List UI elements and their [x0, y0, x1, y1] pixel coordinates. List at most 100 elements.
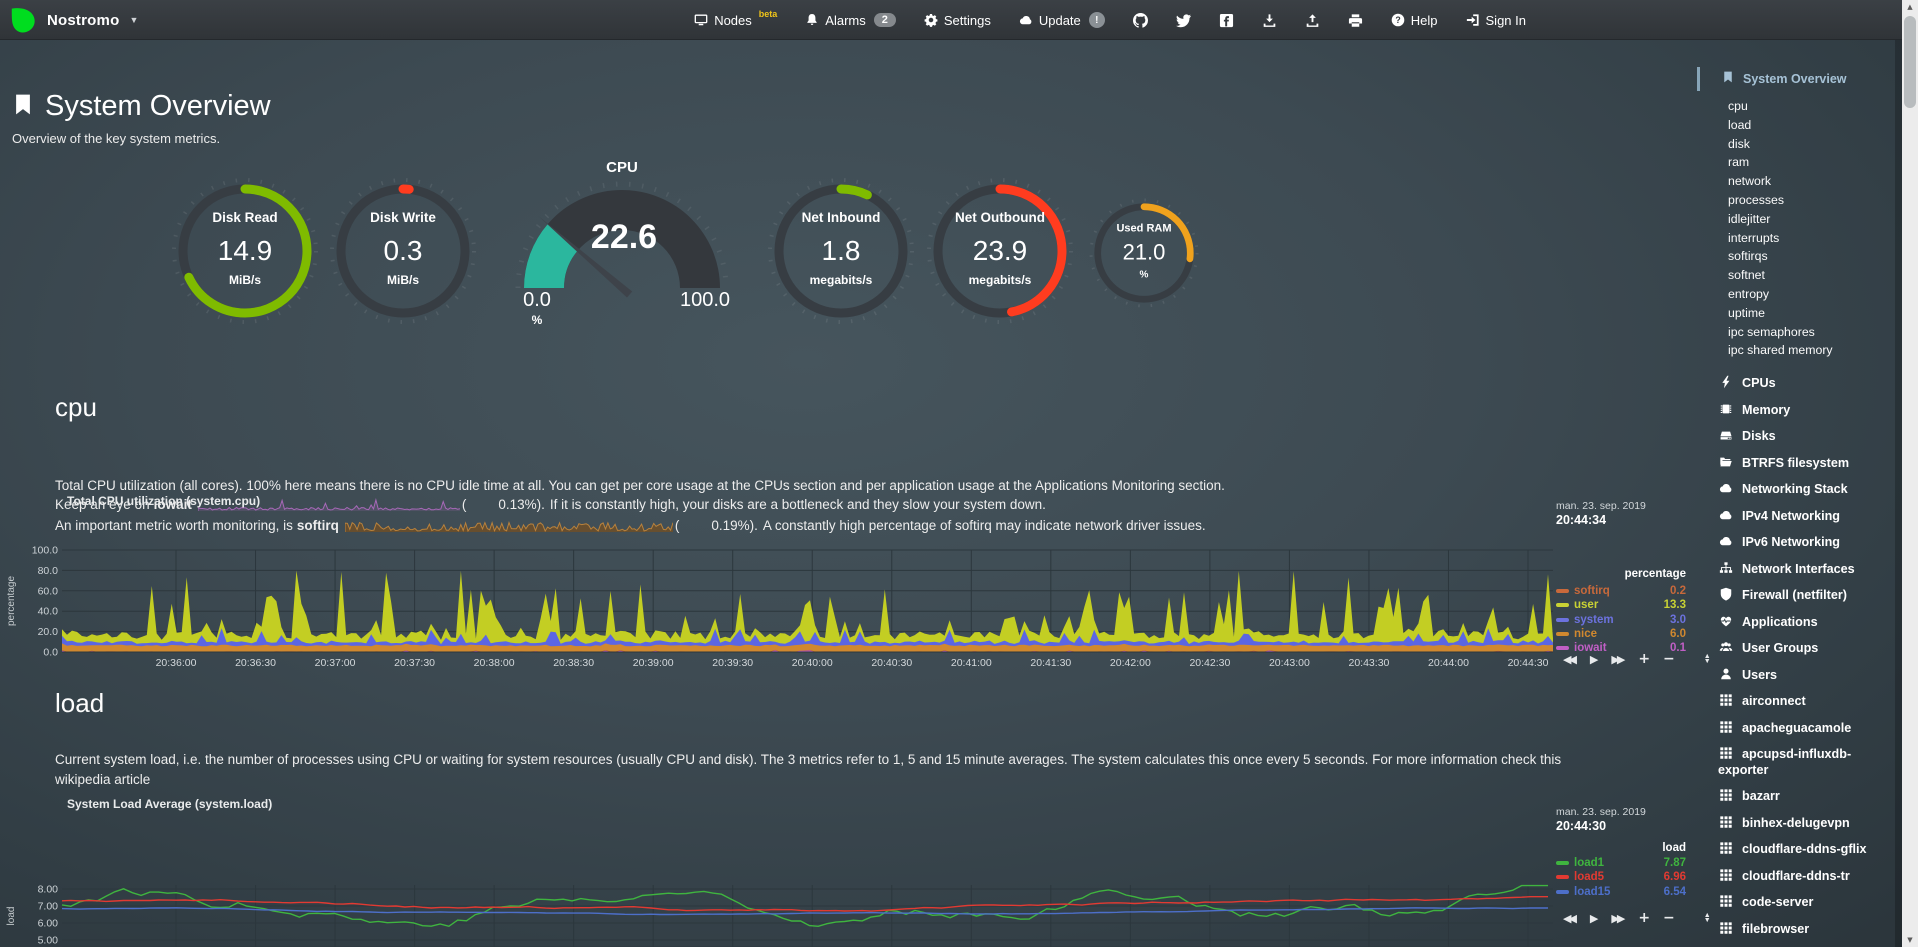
sidebar-subitem-ram[interactable]: ram [1728, 155, 1750, 170]
legend-item-load5[interactable]: load5 6.96 [1556, 870, 1686, 884]
sidebar-item-networking-stack[interactable]: Networking Stack [1690, 476, 1902, 503]
sidebar-item-bazarr[interactable]: bazarr [1690, 783, 1902, 810]
gauge-cpu[interactable]: CPU 22.6 0.0 100.0% [507, 152, 737, 338]
nav-item-download[interactable] [1262, 13, 1277, 28]
zoom-in-icon[interactable]: + [1638, 651, 1651, 667]
nav-item-print[interactable] [1348, 13, 1363, 28]
scroll-down-icon[interactable]: ▼ [1907, 936, 1913, 944]
legend-item-load15[interactable]: load15 6.54 [1556, 885, 1686, 899]
legend-item-iowait[interactable]: iowait 0.1 [1556, 641, 1686, 655]
bell-icon [805, 13, 819, 27]
heartbeat-icon [1718, 614, 1733, 628]
sidebar-subitem-cpu[interactable]: cpu [1728, 99, 1748, 113]
iowait-sparkline[interactable] [197, 497, 460, 512]
gauge-used-ram[interactable]: Used RAM 21.0% [1088, 197, 1200, 309]
load-chart[interactable]: 8.007.006.005.0020:36:0020:36:3020:37:00… [0, 843, 1690, 947]
sidebar-subitem-network[interactable]: network [1728, 174, 1772, 189]
nav-item-update[interactable]: Update! [1019, 12, 1105, 28]
legend-value: 3.0 [1670, 613, 1686, 626]
zoom-out-icon[interactable]: − [1663, 910, 1675, 926]
nav-item-badge: ! [1088, 12, 1105, 28]
zoom-in-icon[interactable]: + [1638, 910, 1651, 926]
nav-item-help[interactable]: ? Help [1391, 13, 1438, 28]
sidebar-item-apcupsd-influxdb-exporter[interactable]: apcupsd-influxdb-exporter [1718, 747, 1852, 777]
sidebar-subitem-softirqs[interactable]: softirqs [1728, 249, 1768, 264]
sidebar-item-btrfs-filesystem[interactable]: BTRFS filesystem [1690, 450, 1902, 477]
play-icon[interactable]: ▶ [1589, 652, 1599, 666]
sidebar-item-ipv4-networking[interactable]: IPv4 Networking [1690, 503, 1902, 530]
cpu-description: Total CPU utilization (all cores). 100% … [55, 478, 1225, 493]
sidebar-subitem-entropy[interactable]: entropy [1728, 286, 1770, 301]
sidebar-subitem-load[interactable]: load [1728, 117, 1752, 132]
gauge-net-inbound[interactable]: Net Inbound 1.8 megabits/s [766, 176, 916, 326]
sidebar-item-memory[interactable]: Memory [1690, 397, 1902, 424]
nav-item-twitter[interactable] [1175, 13, 1191, 28]
svg-text:20:39:30: 20:39:30 [712, 657, 753, 669]
sidebar-item-ipv6-networking[interactable]: IPv6 Networking [1690, 529, 1902, 556]
sidebar-item-airconnect[interactable]: airconnect [1690, 688, 1902, 715]
nav-item-settings[interactable]: Settings [924, 13, 991, 28]
sidebar-item-code-server[interactable]: code-server [1690, 889, 1902, 916]
sidebar-subitem-ipc-shared-memory[interactable]: ipc shared memory [1728, 343, 1833, 358]
sidebar-item-disks[interactable]: Disks [1690, 423, 1902, 450]
sidebar-item-filebrowser[interactable]: filebrowser [1690, 916, 1902, 943]
sidebar-subitem-softnet[interactable]: softnet [1728, 268, 1765, 283]
sidebar-item-cloudflare-ddns-tr[interactable]: cloudflare-ddns-tr [1690, 863, 1902, 890]
node-selector[interactable]: Nostromo ▼ [10, 0, 138, 40]
nav-item-label: Sign In [1485, 12, 1526, 28]
sidebar-item-binhex-delugevpn[interactable]: binhex-delugevpn [1690, 810, 1902, 837]
gauge-disk-read[interactable]: Disk Read 14.9 MiB/s [170, 176, 320, 326]
resize-handle-icon[interactable]: ▲ ▼ [1703, 911, 1711, 924]
sidebar-scrollbar[interactable] [1895, 40, 1902, 947]
svg-text:6.00: 6.00 [38, 918, 59, 930]
cloud-icon [1019, 13, 1033, 27]
svg-text:20:37:00: 20:37:00 [315, 657, 356, 669]
nav-item-badge: beta [758, 9, 778, 19]
legend-item-nice[interactable]: nice 6.0 [1556, 627, 1686, 641]
zoom-out-icon[interactable]: − [1663, 651, 1675, 667]
resize-handle-icon[interactable]: ▲ ▼ [1703, 652, 1711, 665]
browser-scrollbar[interactable]: ▲ ▼ [1902, 0, 1918, 947]
legend-item-system[interactable]: system 3.0 [1556, 613, 1686, 627]
nav-item-signin[interactable]: Sign In [1466, 13, 1526, 28]
play-icon[interactable]: ▶ [1589, 911, 1599, 925]
wikipedia-link[interactable]: wikipedia article [55, 772, 151, 787]
pan-forward-icon[interactable]: ▶▶ [1611, 652, 1625, 666]
sidebar-item-firewall-netfilter[interactable]: Firewall (netfilter) [1690, 582, 1902, 609]
nav-item-facebook[interactable] [1219, 13, 1234, 28]
sidebar-subitem-ipc-semaphores[interactable]: ipc semaphores [1728, 324, 1815, 339]
svg-text:20:36:30: 20:36:30 [235, 657, 276, 669]
sidebar-item-cpus[interactable]: CPUs [1690, 370, 1902, 397]
nav-item-alarms[interactable]: Alarms 2 [805, 13, 896, 28]
pan-backward-icon[interactable]: ◀◀ [1563, 911, 1577, 925]
sidebar-subitem-interrupts[interactable]: interrupts [1728, 230, 1780, 245]
sidebar-item-apacheguacamole[interactable]: apacheguacamole [1690, 715, 1902, 742]
sidebar-subitem-processes[interactable]: processes [1728, 192, 1785, 207]
legend-item-softirq[interactable]: softirq 0.2 [1556, 584, 1686, 598]
sidebar-item-network-interfaces[interactable]: Network Interfaces [1690, 556, 1902, 583]
legend-item-load1[interactable]: load1 7.87 [1556, 856, 1686, 870]
gauge-disk-write[interactable]: Disk Write 0.3 MiB/s [328, 176, 478, 326]
pan-forward-icon[interactable]: ▶▶ [1611, 911, 1625, 925]
sidebar-subitem-idlejitter[interactable]: idlejitter [1728, 211, 1771, 226]
sidebar-item-applications[interactable]: Applications [1690, 609, 1902, 636]
nav-item-label: Settings [943, 12, 991, 28]
legend-item-user[interactable]: user 13.3 [1556, 598, 1686, 612]
softirq-sparkline[interactable] [344, 518, 673, 533]
scrollbar-thumb[interactable] [1904, 16, 1916, 108]
sidebar-item-cloudflare-ddns-gflix[interactable]: cloudflare-ddns-gflix [1690, 836, 1902, 863]
pan-backward-icon[interactable]: ◀◀ [1563, 652, 1577, 666]
cpu-chart[interactable]: 100.0 80.0 60.0 40.0 20.0 0.0 20:36:00 20:36:30… [0, 508, 1690, 678]
sidebar-subitem-disk[interactable]: disk [1728, 136, 1750, 151]
nav-item-upload[interactable] [1305, 13, 1320, 28]
sidebar-item-users[interactable]: Users [1690, 662, 1902, 689]
nav-item-github[interactable] [1132, 12, 1148, 28]
sidebar-item-system-overview[interactable]: System Overview [1690, 67, 1902, 91]
chart-date: man. 23. sep. 2019 [1556, 806, 1646, 818]
sidebar-subitem-uptime[interactable]: uptime [1728, 305, 1765, 320]
nav-item-nodes[interactable]: Nodes beta [694, 9, 777, 28]
gauge-net-outbound[interactable]: Net Outbound 23.9 megabits/s [925, 176, 1075, 326]
twitter-icon [1175, 13, 1191, 28]
sidebar-item-user-groups[interactable]: User Groups [1690, 635, 1902, 662]
scroll-up-icon[interactable]: ▲ [1907, 3, 1913, 11]
